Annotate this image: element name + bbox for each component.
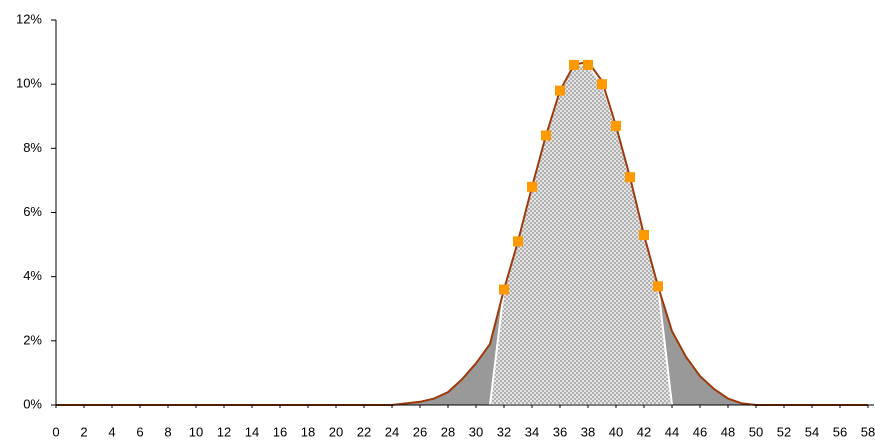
x-tick-label: 36 xyxy=(553,424,567,439)
x-tick-label: 26 xyxy=(413,424,427,439)
x-tick-label: 16 xyxy=(273,424,287,439)
marker xyxy=(527,181,537,192)
marker xyxy=(625,172,635,183)
marker xyxy=(639,229,649,240)
x-tick-label: 28 xyxy=(441,424,455,439)
x-tick-label: 2 xyxy=(80,424,87,439)
x-tick-label: 6 xyxy=(136,424,143,439)
y-tick-label: 2% xyxy=(23,332,42,347)
x-tick-label: 50 xyxy=(749,424,763,439)
x-tick-label: 20 xyxy=(329,424,343,439)
x-tick-label: 4 xyxy=(108,424,115,439)
y-tick-label: 10% xyxy=(16,76,42,91)
x-tick-label: 12 xyxy=(217,424,231,439)
x-tick-label: 56 xyxy=(833,424,847,439)
marker xyxy=(653,281,663,292)
marker xyxy=(499,284,509,295)
y-tick-label: 8% xyxy=(23,140,42,155)
x-tick-label: 24 xyxy=(385,424,399,439)
marker xyxy=(583,59,593,70)
x-tick-label: 46 xyxy=(693,424,707,439)
area xyxy=(56,61,868,405)
x-tick-label: 8 xyxy=(164,424,171,439)
y-tick-label: 0% xyxy=(23,396,42,411)
x-tick-label: 52 xyxy=(777,424,791,439)
x-tick-label: 22 xyxy=(357,424,371,439)
x-tick-label: 0 xyxy=(52,424,59,439)
marker xyxy=(541,130,551,141)
x-tick-label: 40 xyxy=(609,424,623,439)
x-tick-label: 30 xyxy=(469,424,483,439)
marker xyxy=(611,120,621,131)
x-tick-label: 54 xyxy=(805,424,819,439)
marker xyxy=(513,236,523,247)
marker xyxy=(597,79,607,90)
x-tick-label: 14 xyxy=(245,424,259,439)
y-tick-label: 12% xyxy=(16,11,42,26)
x-tick-label: 38 xyxy=(581,424,595,439)
x-tick-label: 32 xyxy=(497,424,511,439)
x-tick-label: 10 xyxy=(189,424,203,439)
x-tick-label: 42 xyxy=(637,424,651,439)
x-tick-label: 34 xyxy=(525,424,539,439)
marker xyxy=(569,59,579,70)
x-tick-label: 48 xyxy=(721,424,735,439)
x-tick-label: 58 xyxy=(861,424,875,439)
marker xyxy=(555,85,565,96)
y-tick-label: 6% xyxy=(23,204,42,219)
x-tick-label: 44 xyxy=(665,424,679,439)
x-tick-label: 18 xyxy=(301,424,315,439)
line xyxy=(56,60,868,406)
y-tick-label: 4% xyxy=(23,268,42,283)
